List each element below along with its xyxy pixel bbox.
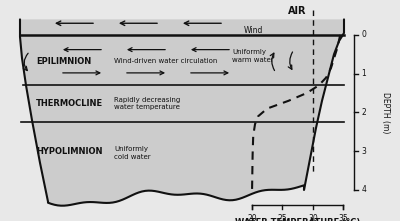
Text: Wind: Wind bbox=[244, 26, 263, 35]
Text: 1: 1 bbox=[361, 69, 366, 78]
Text: Uniformly
cold water: Uniformly cold water bbox=[114, 146, 151, 160]
Text: WATER TEMPERATURE (°C): WATER TEMPERATURE (°C) bbox=[235, 218, 360, 221]
Text: AIR: AIR bbox=[288, 6, 307, 16]
Text: Wind-driven water circulation: Wind-driven water circulation bbox=[114, 58, 217, 64]
Text: Uniformly
warm water: Uniformly warm water bbox=[232, 50, 274, 63]
Text: THERMOCLINE: THERMOCLINE bbox=[36, 99, 103, 108]
Text: 25: 25 bbox=[278, 214, 287, 221]
Text: 4: 4 bbox=[361, 185, 366, 194]
Text: DEPTH (m): DEPTH (m) bbox=[382, 92, 390, 133]
Text: HYPOLIMNION: HYPOLIMNION bbox=[36, 147, 102, 156]
Text: 30: 30 bbox=[308, 214, 318, 221]
Text: Rapidly decreasing
water temperature: Rapidly decreasing water temperature bbox=[114, 97, 180, 110]
Polygon shape bbox=[20, 19, 344, 206]
Text: 35: 35 bbox=[338, 214, 348, 221]
Text: 2: 2 bbox=[361, 108, 366, 117]
Text: 3: 3 bbox=[361, 147, 366, 156]
Text: 0: 0 bbox=[361, 30, 366, 39]
Text: 20: 20 bbox=[247, 214, 257, 221]
Text: EPILIMNION: EPILIMNION bbox=[36, 57, 91, 66]
